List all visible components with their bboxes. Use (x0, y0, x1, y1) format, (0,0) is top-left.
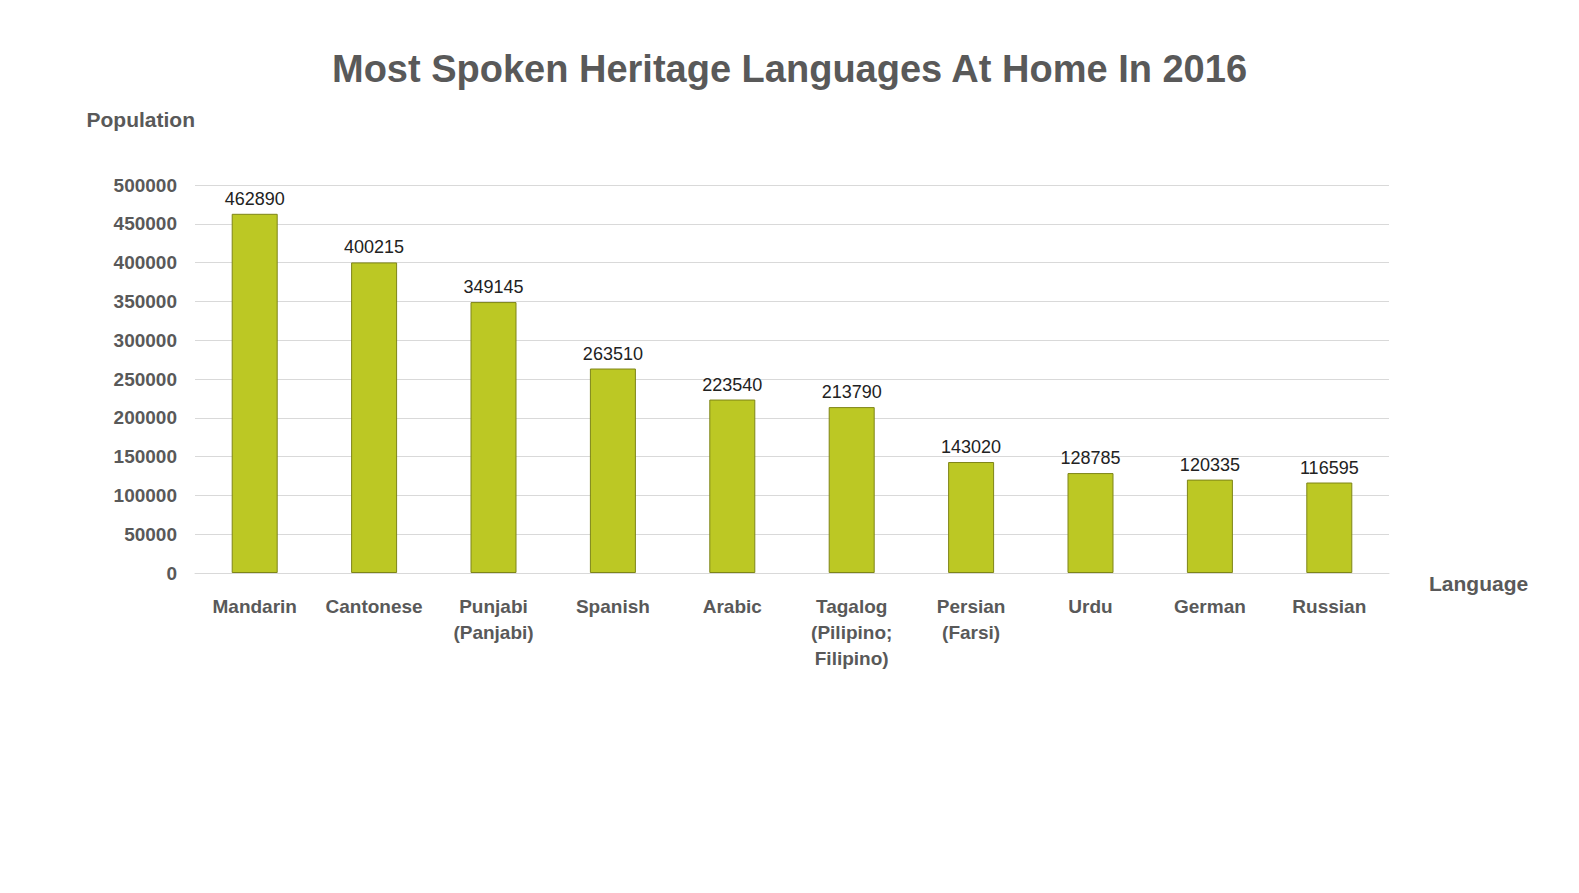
svg-text:213790: 213790 (822, 382, 882, 402)
svg-text:450000: 450000 (114, 213, 177, 234)
svg-text:250000: 250000 (114, 369, 177, 390)
svg-text:Punjabi: Punjabi (459, 596, 528, 617)
svg-text:116595: 116595 (1300, 458, 1359, 478)
svg-text:(Panjabi): (Panjabi) (453, 622, 533, 643)
svg-text:(Farsi): (Farsi) (942, 622, 1000, 643)
svg-text:Persian: Persian (937, 596, 1006, 617)
svg-text:223540: 223540 (702, 375, 762, 395)
svg-text:400000: 400000 (114, 252, 177, 273)
svg-text:200000: 200000 (114, 407, 177, 428)
svg-text:300000: 300000 (114, 330, 177, 351)
svg-text:Mandarin: Mandarin (212, 596, 296, 617)
svg-text:Urdu: Urdu (1068, 596, 1112, 617)
svg-text:120335: 120335 (1180, 455, 1240, 475)
svg-text:462890: 462890 (225, 189, 285, 209)
svg-text:German: German (1174, 596, 1246, 617)
svg-text:Spanish: Spanish (576, 596, 650, 617)
svg-text:Tagalog: Tagalog (816, 596, 887, 617)
svg-text:263510: 263510 (583, 344, 643, 364)
svg-text:Cantonese: Cantonese (326, 596, 423, 617)
svg-text:Most Spoken Heritage Languages: Most Spoken Heritage Languages At Home I… (332, 48, 1247, 90)
svg-text:349145: 349145 (463, 277, 523, 297)
svg-text:128785: 128785 (1060, 448, 1120, 468)
svg-text:100000: 100000 (114, 485, 177, 506)
svg-text:500000: 500000 (114, 175, 177, 196)
svg-text:0: 0 (166, 563, 177, 584)
svg-text:150000: 150000 (114, 446, 177, 467)
svg-text:350000: 350000 (114, 291, 177, 312)
svg-text:400215: 400215 (344, 237, 404, 257)
svg-text:Russian: Russian (1292, 596, 1366, 617)
svg-text:Language: Language (1429, 572, 1528, 595)
svg-text:(Pilipino;: (Pilipino; (811, 622, 892, 643)
svg-text:Arabic: Arabic (703, 596, 763, 617)
svg-text:143020: 143020 (941, 437, 1001, 457)
svg-text:50000: 50000 (124, 524, 177, 545)
svg-text:Filipino): Filipino) (815, 648, 889, 669)
svg-text:Population: Population (87, 108, 196, 131)
